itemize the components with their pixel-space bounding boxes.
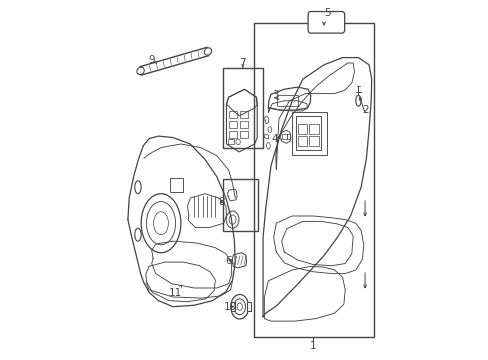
Bar bbox=[228, 121, 236, 128]
Bar bbox=[246, 302, 251, 311]
Text: 10: 10 bbox=[223, 302, 236, 312]
Bar bbox=[276, 95, 297, 106]
Bar bbox=[239, 131, 247, 138]
Text: 8: 8 bbox=[218, 197, 224, 207]
Text: 11: 11 bbox=[169, 288, 182, 298]
Bar bbox=[309, 124, 318, 134]
Text: 1: 1 bbox=[309, 341, 316, 351]
Text: 7: 7 bbox=[239, 58, 246, 68]
Bar bbox=[297, 124, 306, 134]
Text: 2: 2 bbox=[362, 105, 368, 115]
Bar bbox=[228, 131, 236, 138]
Bar bbox=[230, 302, 235, 311]
Text: 5: 5 bbox=[323, 8, 330, 18]
Text: 9: 9 bbox=[147, 55, 154, 66]
Bar bbox=[223, 68, 262, 148]
Bar bbox=[253, 23, 374, 337]
Bar bbox=[227, 139, 233, 144]
Bar bbox=[170, 178, 183, 192]
Bar bbox=[286, 134, 289, 139]
Text: 3: 3 bbox=[271, 90, 278, 100]
Bar bbox=[228, 111, 236, 118]
Bar bbox=[297, 136, 306, 146]
Bar bbox=[223, 179, 257, 231]
Text: 4: 4 bbox=[271, 134, 278, 144]
Bar bbox=[239, 121, 247, 128]
Bar bbox=[282, 134, 286, 139]
Bar bbox=[239, 111, 247, 118]
Text: 6: 6 bbox=[224, 256, 231, 266]
Bar bbox=[309, 136, 318, 146]
FancyBboxPatch shape bbox=[307, 12, 344, 33]
Bar bbox=[296, 116, 321, 150]
Bar bbox=[292, 112, 326, 155]
